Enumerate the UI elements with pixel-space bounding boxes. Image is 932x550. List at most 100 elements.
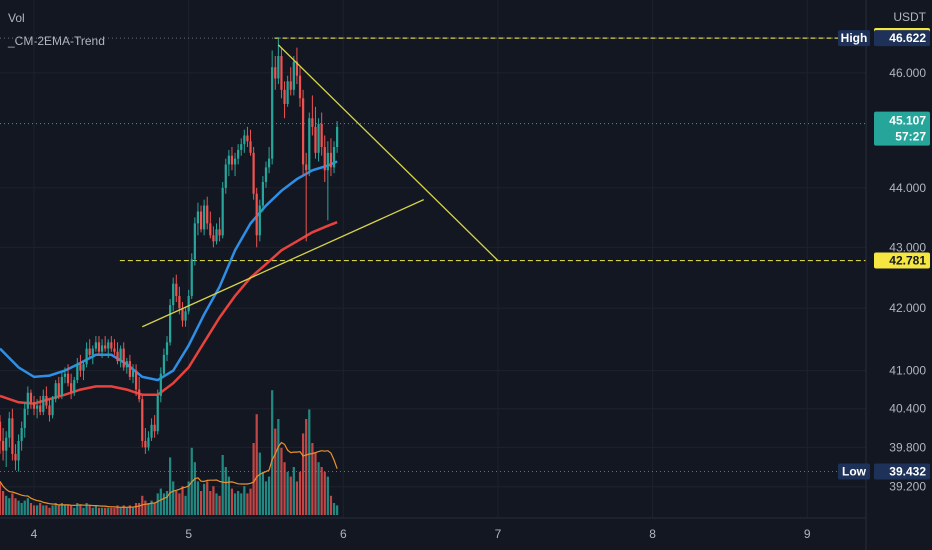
low-value-tag: 39.432 [889,464,926,478]
volume-bar [178,493,181,515]
candle-body [116,351,119,362]
candle-body [237,149,240,159]
candle-body [134,370,138,390]
volume-ma-line [0,441,338,508]
volume-bar [305,419,308,515]
support-value-tag-bg [874,252,930,269]
volume-bar [76,503,79,515]
candle-body [122,348,125,368]
candle-body [196,211,200,224]
volume-bar [66,505,70,515]
volume-bar [227,476,230,515]
candle-body [51,399,54,416]
volume-bar [277,419,280,515]
volume-bar [237,491,240,515]
candle-body [277,56,280,79]
time-axis[interactable]: 4 5 6 7 8 9 [0,517,866,541]
candle-body [286,81,289,104]
volume-bar [243,486,246,515]
candle-body [298,75,302,99]
candle-body [314,126,317,153]
candle-body [141,399,144,441]
candle-body [94,342,97,349]
candle-body [326,152,329,171]
candle-body [73,380,76,393]
volume-bar [221,455,224,515]
volume-bar [79,505,82,515]
price-levels [0,37,866,472]
countdown-timer: 57:27 [895,130,926,144]
volume-bar [39,503,42,515]
candle-body [221,187,224,236]
candle-body [317,123,320,153]
trendline[interactable] [142,199,424,328]
volume-bar [125,507,128,515]
last-price-tag-bg [874,111,930,146]
candle-body [206,205,209,224]
time-tick-label: 5 [185,527,192,541]
time-tick-label: 4 [31,527,38,541]
volume-bar [91,507,94,515]
volume-bar [122,505,125,515]
candle-body [246,135,249,142]
price-axis-bg [866,0,932,550]
volume-bar [45,505,48,515]
currency-label[interactable]: USDT [893,10,926,24]
candle-body [267,158,271,168]
price-axis[interactable]: 39.200 39.800 40.400 41.000 42.000 43.000 44.0… [865,0,932,550]
volume-bar [51,505,54,515]
indicator-vol-label[interactable]: Vol [8,11,25,25]
candle-body [289,81,292,90]
volume-bar [295,481,299,515]
candle-body [258,205,261,236]
price-tags: 46.62246.62245.10757:2742.78139.432HighL… [838,28,930,480]
indicator-ema-trend-label[interactable]: _CM-2EMA-Trend [8,34,105,48]
candle-body [261,181,265,206]
volume-bar [233,493,237,515]
volume-bar [63,505,67,515]
volume-bar [240,493,243,515]
volume-bar [255,414,258,515]
volume-bar [212,486,215,515]
volume-bar [128,505,132,515]
volume-bar [311,443,314,515]
volume-bar [0,481,2,515]
volume-bar [97,507,101,515]
ema-slow-line [0,221,338,405]
candle-body [332,147,336,168]
volume-bar [131,507,135,515]
trendline[interactable] [277,44,499,262]
volume-bar [274,428,277,515]
candle-body [187,295,190,312]
trendlines [142,44,499,328]
candle-body [70,383,73,393]
candle-body [323,147,326,171]
candle-body [60,376,63,396]
volume-bar [26,498,29,515]
candle-body [11,418,14,454]
volume-bar [110,507,113,515]
candle-body [85,348,88,365]
candle-body [17,440,20,461]
candle-body [42,395,45,412]
volume-bar [20,503,23,515]
candle-body [336,126,339,148]
volume-bar [5,495,8,515]
candle-body [138,389,141,400]
candle-body [153,424,156,432]
volume-bar [156,493,159,515]
candle-body [264,167,268,182]
candle-body [199,211,203,230]
volume-bar [261,471,265,515]
volume-bar [193,462,196,515]
candle-body [274,67,277,79]
volume-bar [23,500,26,515]
grid [0,0,866,518]
volume-bar [332,503,336,515]
candle-body [255,193,258,236]
volume-bar [323,471,326,515]
candle-body [308,118,311,171]
volume-bar [203,483,206,515]
volume-bar [57,505,60,515]
